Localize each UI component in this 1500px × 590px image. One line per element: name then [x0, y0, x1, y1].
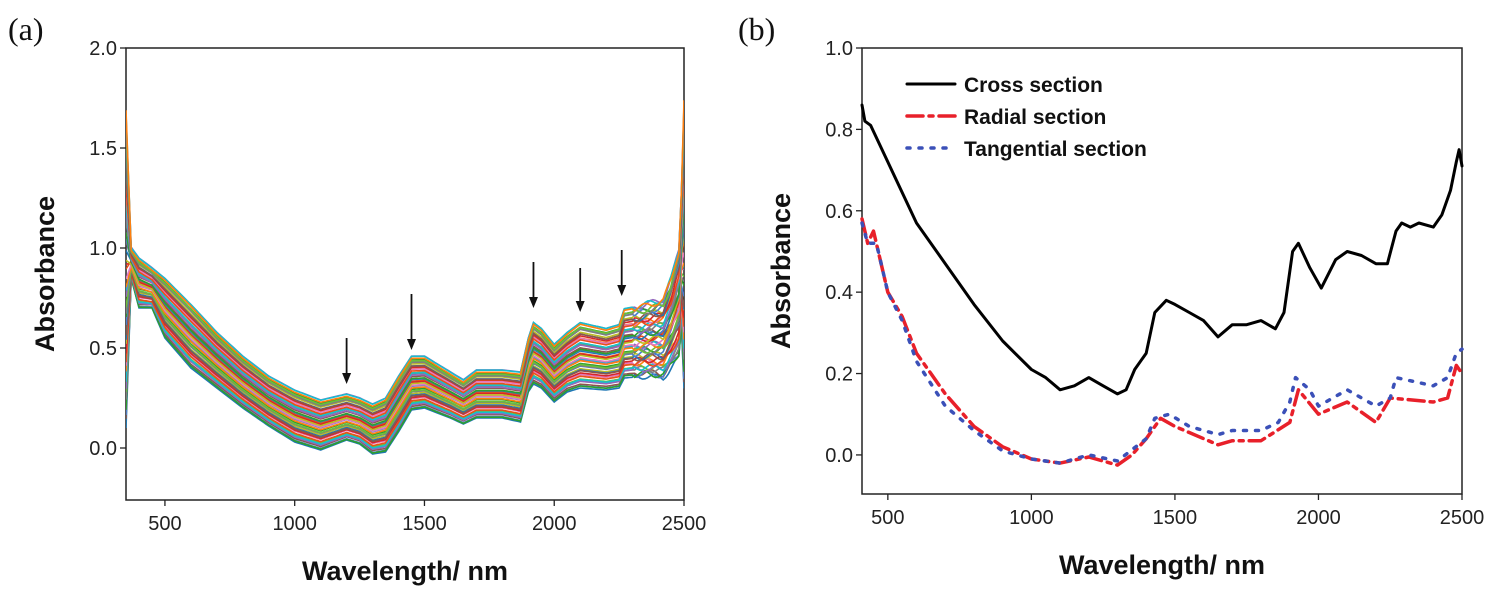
y-axis-label: Absorbance — [30, 196, 60, 352]
x-tick-label: 2000 — [532, 513, 577, 535]
x-tick-label: 500 — [871, 507, 904, 529]
arrow-head — [406, 339, 416, 350]
spectrum-line — [126, 278, 684, 454]
y-axis-label: Absorbance — [766, 193, 796, 349]
y-tick-label: 0.0 — [825, 445, 853, 467]
y-tick-label: 0.6 — [825, 201, 853, 223]
y-tick-label: 0.5 — [89, 338, 117, 360]
spectrum-line — [126, 105, 684, 406]
x-axis-label: Wavelength/ nm — [302, 556, 508, 586]
x-tick-label: 2500 — [1440, 507, 1485, 529]
y-tick-label: 0.4 — [825, 282, 853, 304]
x-tick-label: 1500 — [1153, 507, 1198, 529]
spectrum-line — [126, 169, 684, 418]
y-tick-label: 1.5 — [89, 138, 117, 160]
y-tick-label: 1.0 — [89, 238, 117, 260]
spectrum-line — [126, 271, 684, 443]
panel-label-b: (b) — [738, 11, 775, 47]
spectrum-line — [126, 268, 684, 438]
legend-label: Tangential section — [964, 138, 1147, 161]
arrow-head — [575, 301, 585, 312]
legend-label: Cross section — [964, 74, 1103, 97]
y-tick-label: 0.8 — [825, 119, 853, 141]
arrow-head — [342, 373, 352, 384]
arrow-head — [528, 297, 538, 308]
x-tick-label: 2000 — [1296, 507, 1341, 529]
legend-label: Radial section — [964, 106, 1106, 129]
y-tick-label: 2.0 — [89, 38, 117, 60]
spectrum-line — [126, 262, 684, 435]
spectrum-line — [126, 152, 684, 413]
x-tick-label: 1000 — [1009, 507, 1054, 529]
spectrum-line — [126, 194, 684, 423]
x-tick-label: 1000 — [272, 513, 317, 535]
spectrum-line — [126, 221, 684, 424]
x-tick-label: 500 — [148, 513, 181, 535]
spectrum-line — [126, 100, 684, 408]
spectrum-line — [126, 235, 684, 431]
chart-b: 500 1000 1500 2000 2500 0.0 0.2 0.4 0.6 0.8 1.0 Wav… — [766, 38, 1484, 580]
series-line-cross-section — [860, 103, 1464, 396]
x-axis-label: Wavelength/ nm — [1059, 550, 1265, 580]
spectra-group — [126, 100, 684, 455]
y-tick-label: 1.0 — [825, 38, 853, 60]
x-tick-label: 2500 — [662, 513, 707, 535]
plot-frame — [861, 47, 1463, 495]
spectrum-line — [126, 274, 684, 452]
spectrum-line — [126, 208, 684, 426]
series-line-radial-section — [860, 217, 1464, 467]
y-tick-label: 0.2 — [825, 364, 853, 386]
spectrum-line — [126, 122, 684, 411]
arrow-head — [617, 285, 627, 296]
spectrum-line — [126, 145, 684, 415]
spectrum-line — [126, 265, 684, 436]
chart-a: 500 1000 1500 2000 2500 0.0 0.5 1.0 1.5 2.0 Wavele… — [30, 38, 706, 586]
spectrum-line — [126, 188, 684, 421]
panel-label-a: (a) — [8, 11, 44, 47]
spectrum-line — [126, 252, 684, 433]
y-tick-label: 0.0 — [89, 438, 117, 460]
series-line-tangential-section — [860, 221, 1464, 465]
spectrum-line — [126, 165, 684, 419]
spectrum-line — [126, 118, 684, 410]
spectrum-line — [126, 273, 684, 447]
x-tick-label: 1500 — [402, 513, 447, 535]
spectrum-line — [126, 274, 684, 449]
plot-frame — [125, 47, 685, 501]
